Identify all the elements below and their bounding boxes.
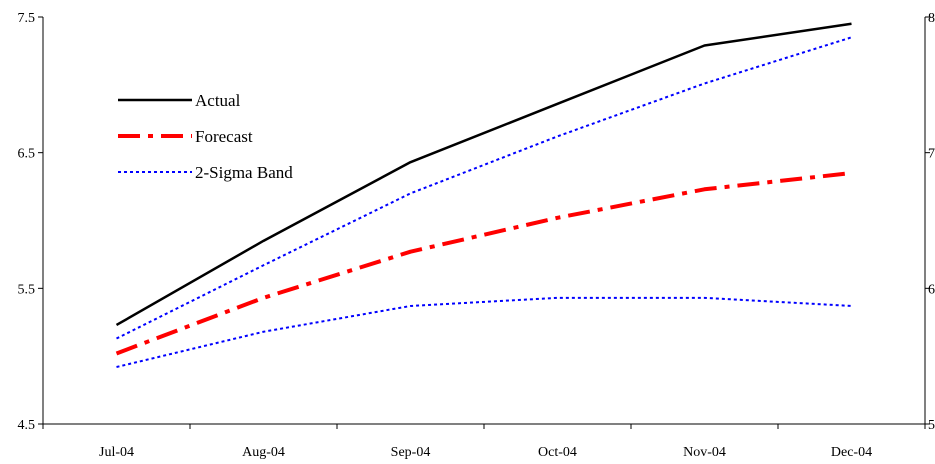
series-line-0 — [115, 22, 852, 327]
x-tick-label-1: Aug-04 — [242, 445, 285, 460]
y-tick-label-left-1: 5.5 — [18, 282, 36, 297]
y-tick-label-right-2: 7 — [928, 147, 935, 162]
y-tick-label-left-3: 7.5 — [18, 11, 36, 26]
y-tick-label-right-3: 8 — [928, 11, 935, 26]
x-tick-label-4: Nov-04 — [683, 445, 726, 460]
chart-axes: 4.5 5.5 6.5 7.5 5 6 7 8 Jul-04 Aug-04 Sep-04 Oct-04… — [18, 11, 935, 460]
x-tick-label-5: Dec-04 — [831, 445, 872, 460]
series-line-2 — [116, 36, 852, 340]
x-tick-label-2: Sep-04 — [391, 445, 431, 460]
y-tick-label-right-1: 6 — [928, 282, 935, 297]
chart-series — [115, 22, 852, 368]
legend-label-1: Forecast — [195, 127, 253, 146]
series-line-3 — [116, 296, 852, 368]
x-tick-label-3: Oct-04 — [538, 445, 577, 460]
legend-label-2: 2-Sigma Band — [195, 163, 293, 182]
chart-legend: Actual Forecast 2-Sigma Band — [118, 91, 293, 182]
series-line-1 — [115, 171, 852, 356]
x-tick-label-0: Jul-04 — [99, 445, 134, 460]
y-tick-label-left-2: 6.5 — [18, 147, 36, 162]
legend-label-0: Actual — [195, 91, 241, 110]
y-tick-label-right-0: 5 — [928, 418, 935, 433]
y-tick-label-left-0: 4.5 — [18, 418, 36, 433]
